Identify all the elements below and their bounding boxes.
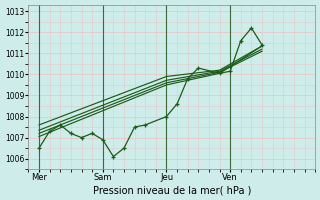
- X-axis label: Pression niveau de la mer( hPa ): Pression niveau de la mer( hPa ): [92, 185, 251, 195]
